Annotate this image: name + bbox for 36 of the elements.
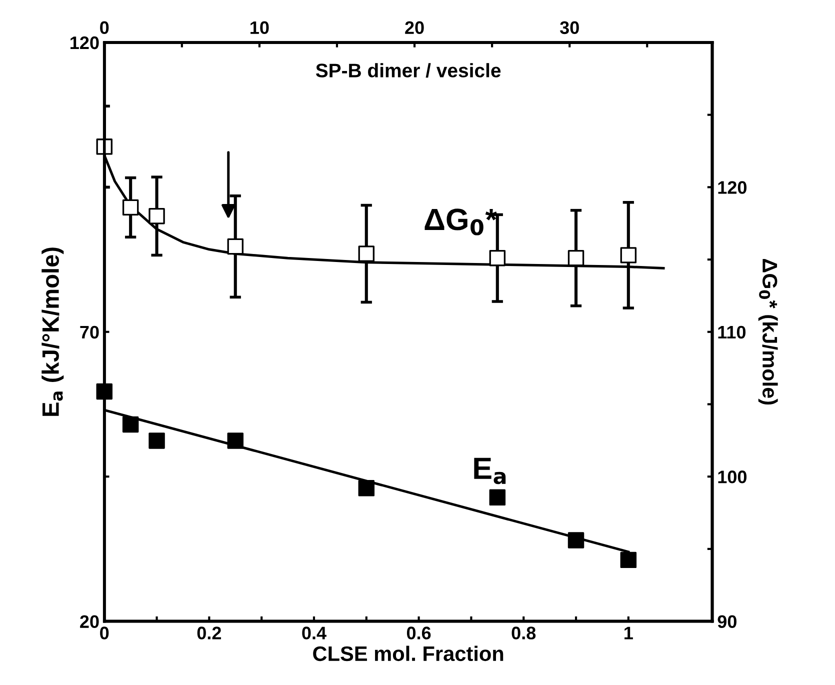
- x-tick-label: 0.8: [512, 626, 536, 640]
- point: [489, 250, 506, 266]
- y2-tick-label: 100: [718, 470, 746, 484]
- y2-tick-label: 120: [718, 181, 746, 194]
- point: [148, 208, 165, 224]
- point: [358, 480, 375, 496]
- point: [620, 552, 637, 568]
- point: [568, 250, 584, 266]
- y2-tick-label: 110: [718, 326, 746, 339]
- x2-tick-label: 10: [250, 21, 269, 34]
- point: [358, 246, 375, 262]
- y-tick-label: 20: [80, 615, 99, 628]
- x2-axis-title: SP-B dimer / vesicle: [316, 63, 501, 78]
- annotation: E$_{a}$: [474, 458, 506, 484]
- x-tick-label: 0.2: [197, 626, 222, 640]
- x-tick-label: 0.4: [302, 626, 326, 640]
- point: [227, 432, 244, 449]
- point: [122, 199, 139, 216]
- point: [148, 432, 165, 449]
- x2-tick-label: 0: [100, 21, 109, 34]
- x-axis-title: CLSE mol. Fraction: [313, 646, 504, 662]
- y2-axis-title: ΔG$_{0}$* (kJ/mole): [758, 258, 778, 405]
- y-axis-title: E$_{a}$ (kJ/°K/mole): [42, 248, 64, 416]
- point: [620, 247, 637, 264]
- point: [122, 416, 139, 433]
- y-tick-label: 70: [80, 326, 99, 339]
- point: [489, 489, 506, 506]
- x2-tick-label: 20: [405, 21, 424, 34]
- y-tick-label: 120: [70, 36, 99, 50]
- x-tick-label: 0: [100, 626, 109, 640]
- x2-tick-label: 30: [560, 21, 579, 34]
- x-tick-label: 1: [624, 626, 633, 640]
- point: [568, 532, 584, 548]
- point: [227, 238, 244, 255]
- x-tick-label: 0.6: [406, 626, 431, 640]
- y2-tick-label: 90: [718, 615, 736, 628]
